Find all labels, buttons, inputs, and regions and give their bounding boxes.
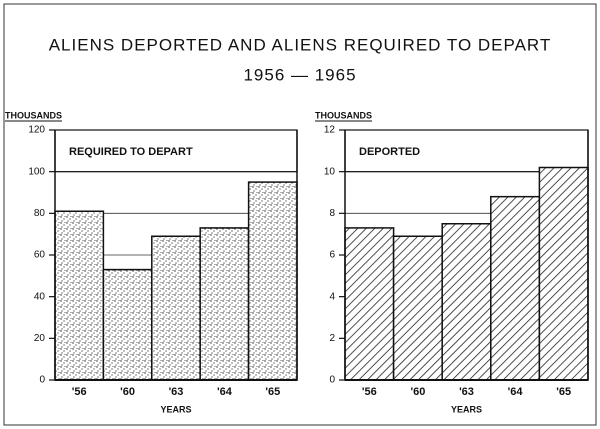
x-tick-label: '64	[508, 386, 524, 398]
y-tick-label: 120	[28, 125, 45, 136]
x-axis-label: YEARS	[451, 404, 482, 414]
y-tick-label: 6	[329, 250, 335, 261]
bar	[441, 223, 492, 381]
x-tick-label: '64	[217, 386, 233, 398]
bar	[54, 210, 105, 381]
label-box	[344, 129, 589, 173]
y-tick-label: 2	[329, 333, 335, 344]
x-tick-label: '60	[120, 386, 135, 398]
y-tick-label: 0	[329, 375, 335, 386]
bar	[151, 235, 201, 381]
frame	[3, 3, 597, 426]
y-axis-label: THOUSANDS	[5, 110, 62, 120]
x-axis-label: YEARS	[160, 404, 191, 414]
x-tick-label: '63	[459, 386, 474, 398]
label-box	[54, 129, 298, 173]
y-tick-label: 10	[324, 166, 336, 177]
bar	[538, 166, 589, 381]
x-tick-label: '63	[169, 386, 184, 398]
y-tick-label: 8	[329, 208, 335, 219]
y-tick-label: 60	[34, 250, 46, 261]
y-tick-label: 12	[324, 125, 336, 136]
y-tick-label: 20	[34, 333, 46, 344]
y-tick-label: 4	[329, 291, 335, 302]
bar	[392, 235, 443, 381]
x-tick-label: '65	[265, 386, 280, 398]
bar	[102, 268, 153, 381]
bar	[247, 181, 298, 381]
y-tick-label: 40	[34, 291, 46, 302]
x-tick-label: '60	[410, 386, 425, 398]
y-tick-label: 80	[34, 208, 46, 219]
y-axis-label: THOUSANDS	[315, 110, 372, 120]
y-tick-label: 0	[39, 375, 45, 386]
bar	[490, 195, 541, 381]
x-tick-label: '56	[362, 386, 377, 398]
bar	[199, 227, 250, 381]
chart-title: DEPORTED	[359, 146, 420, 158]
bar	[344, 227, 395, 381]
x-tick-label: '65	[556, 386, 571, 398]
chart-title: REQUIRED TO DEPART	[69, 146, 193, 158]
page-subtitle: 1956 — 1965	[243, 65, 356, 84]
x-tick-label: '56	[72, 386, 87, 398]
page-title: ALIENS DEPORTED AND ALIENS REQUIRED TO D…	[49, 35, 552, 54]
y-tick-label: 100	[28, 166, 45, 177]
